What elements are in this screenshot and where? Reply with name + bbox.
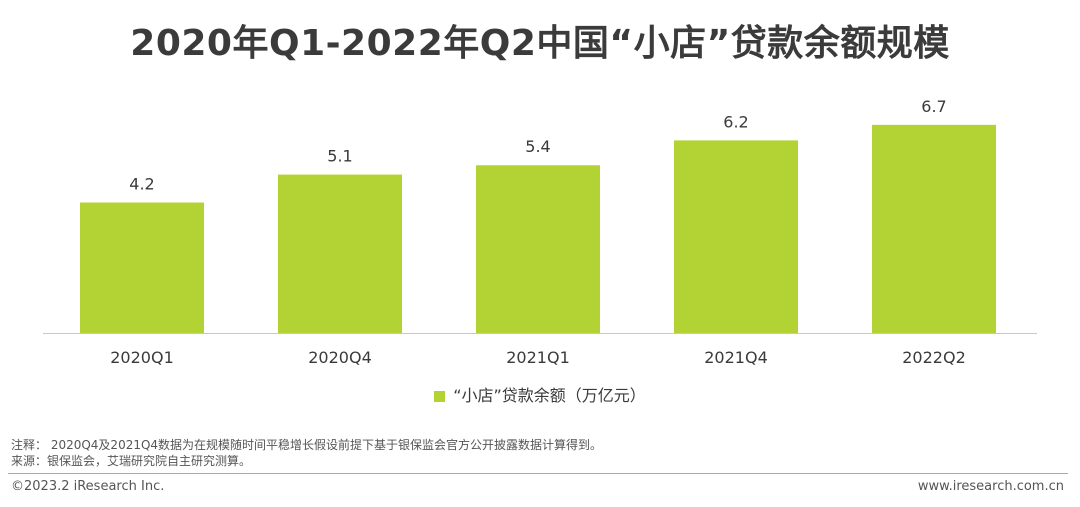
value-label-2020Q4: 5.1 (327, 147, 352, 166)
x-tick-label-2021Q4: 2021Q4 (704, 348, 768, 367)
bar-2021Q1 (476, 165, 600, 333)
legend: “小店”贷款余额（万亿元） (0, 382, 1080, 406)
footer-website: www.iresearch.com.cn (917, 479, 1064, 494)
bar-chart: 4.2 5.1 5.4 6.2 6.7 2020Q1 2020Q4 2021Q1 2021Q4… (43, 97, 1037, 367)
x-tick-label-2022Q2: 2022Q2 (902, 348, 966, 367)
x-tick-label-2021Q1: 2021Q1 (506, 348, 570, 367)
bar-2020Q4 (278, 174, 402, 333)
x-tick-label-2020Q4: 2020Q4 (308, 348, 372, 367)
source-text: 来源：银保监会，艾瑞研究院自主研究测算。 (11, 454, 252, 468)
legend-label: “小店”贷款余额（万亿元） (453, 386, 646, 405)
x-tick-labels-group: 2020Q1 2020Q4 2021Q1 2021Q4 2022Q2 (110, 348, 966, 367)
value-label-2022Q2: 6.7 (921, 97, 946, 116)
value-labels-group: 4.2 5.1 5.4 6.2 6.7 (129, 97, 946, 194)
bar-2020Q1 (80, 202, 204, 333)
footer-divider (8, 473, 1068, 474)
chart-title: 2020年Q1-2022年Q2中国“小店”贷款余额规模 (130, 23, 950, 64)
bar-2022Q2 (872, 124, 996, 333)
bars-group (80, 124, 996, 333)
value-label-2020Q1: 4.2 (129, 175, 154, 194)
value-label-2021Q1: 5.4 (525, 137, 550, 156)
notes-block: 注释： 2020Q4及2021Q4数据为在规模随时间平稳增长假设前提下基于银保监… (11, 437, 602, 469)
note-text: 注释： 2020Q4及2021Q4数据为在规模随时间平稳增长假设前提下基于银保监… (11, 438, 603, 452)
legend-swatch (434, 391, 446, 402)
x-tick-label-2020Q1: 2020Q1 (110, 348, 174, 367)
value-label-2021Q4: 6.2 (723, 112, 748, 131)
footer-copyright: ©2023.2 iResearch Inc. (11, 479, 165, 494)
bar-2021Q4 (674, 140, 798, 333)
